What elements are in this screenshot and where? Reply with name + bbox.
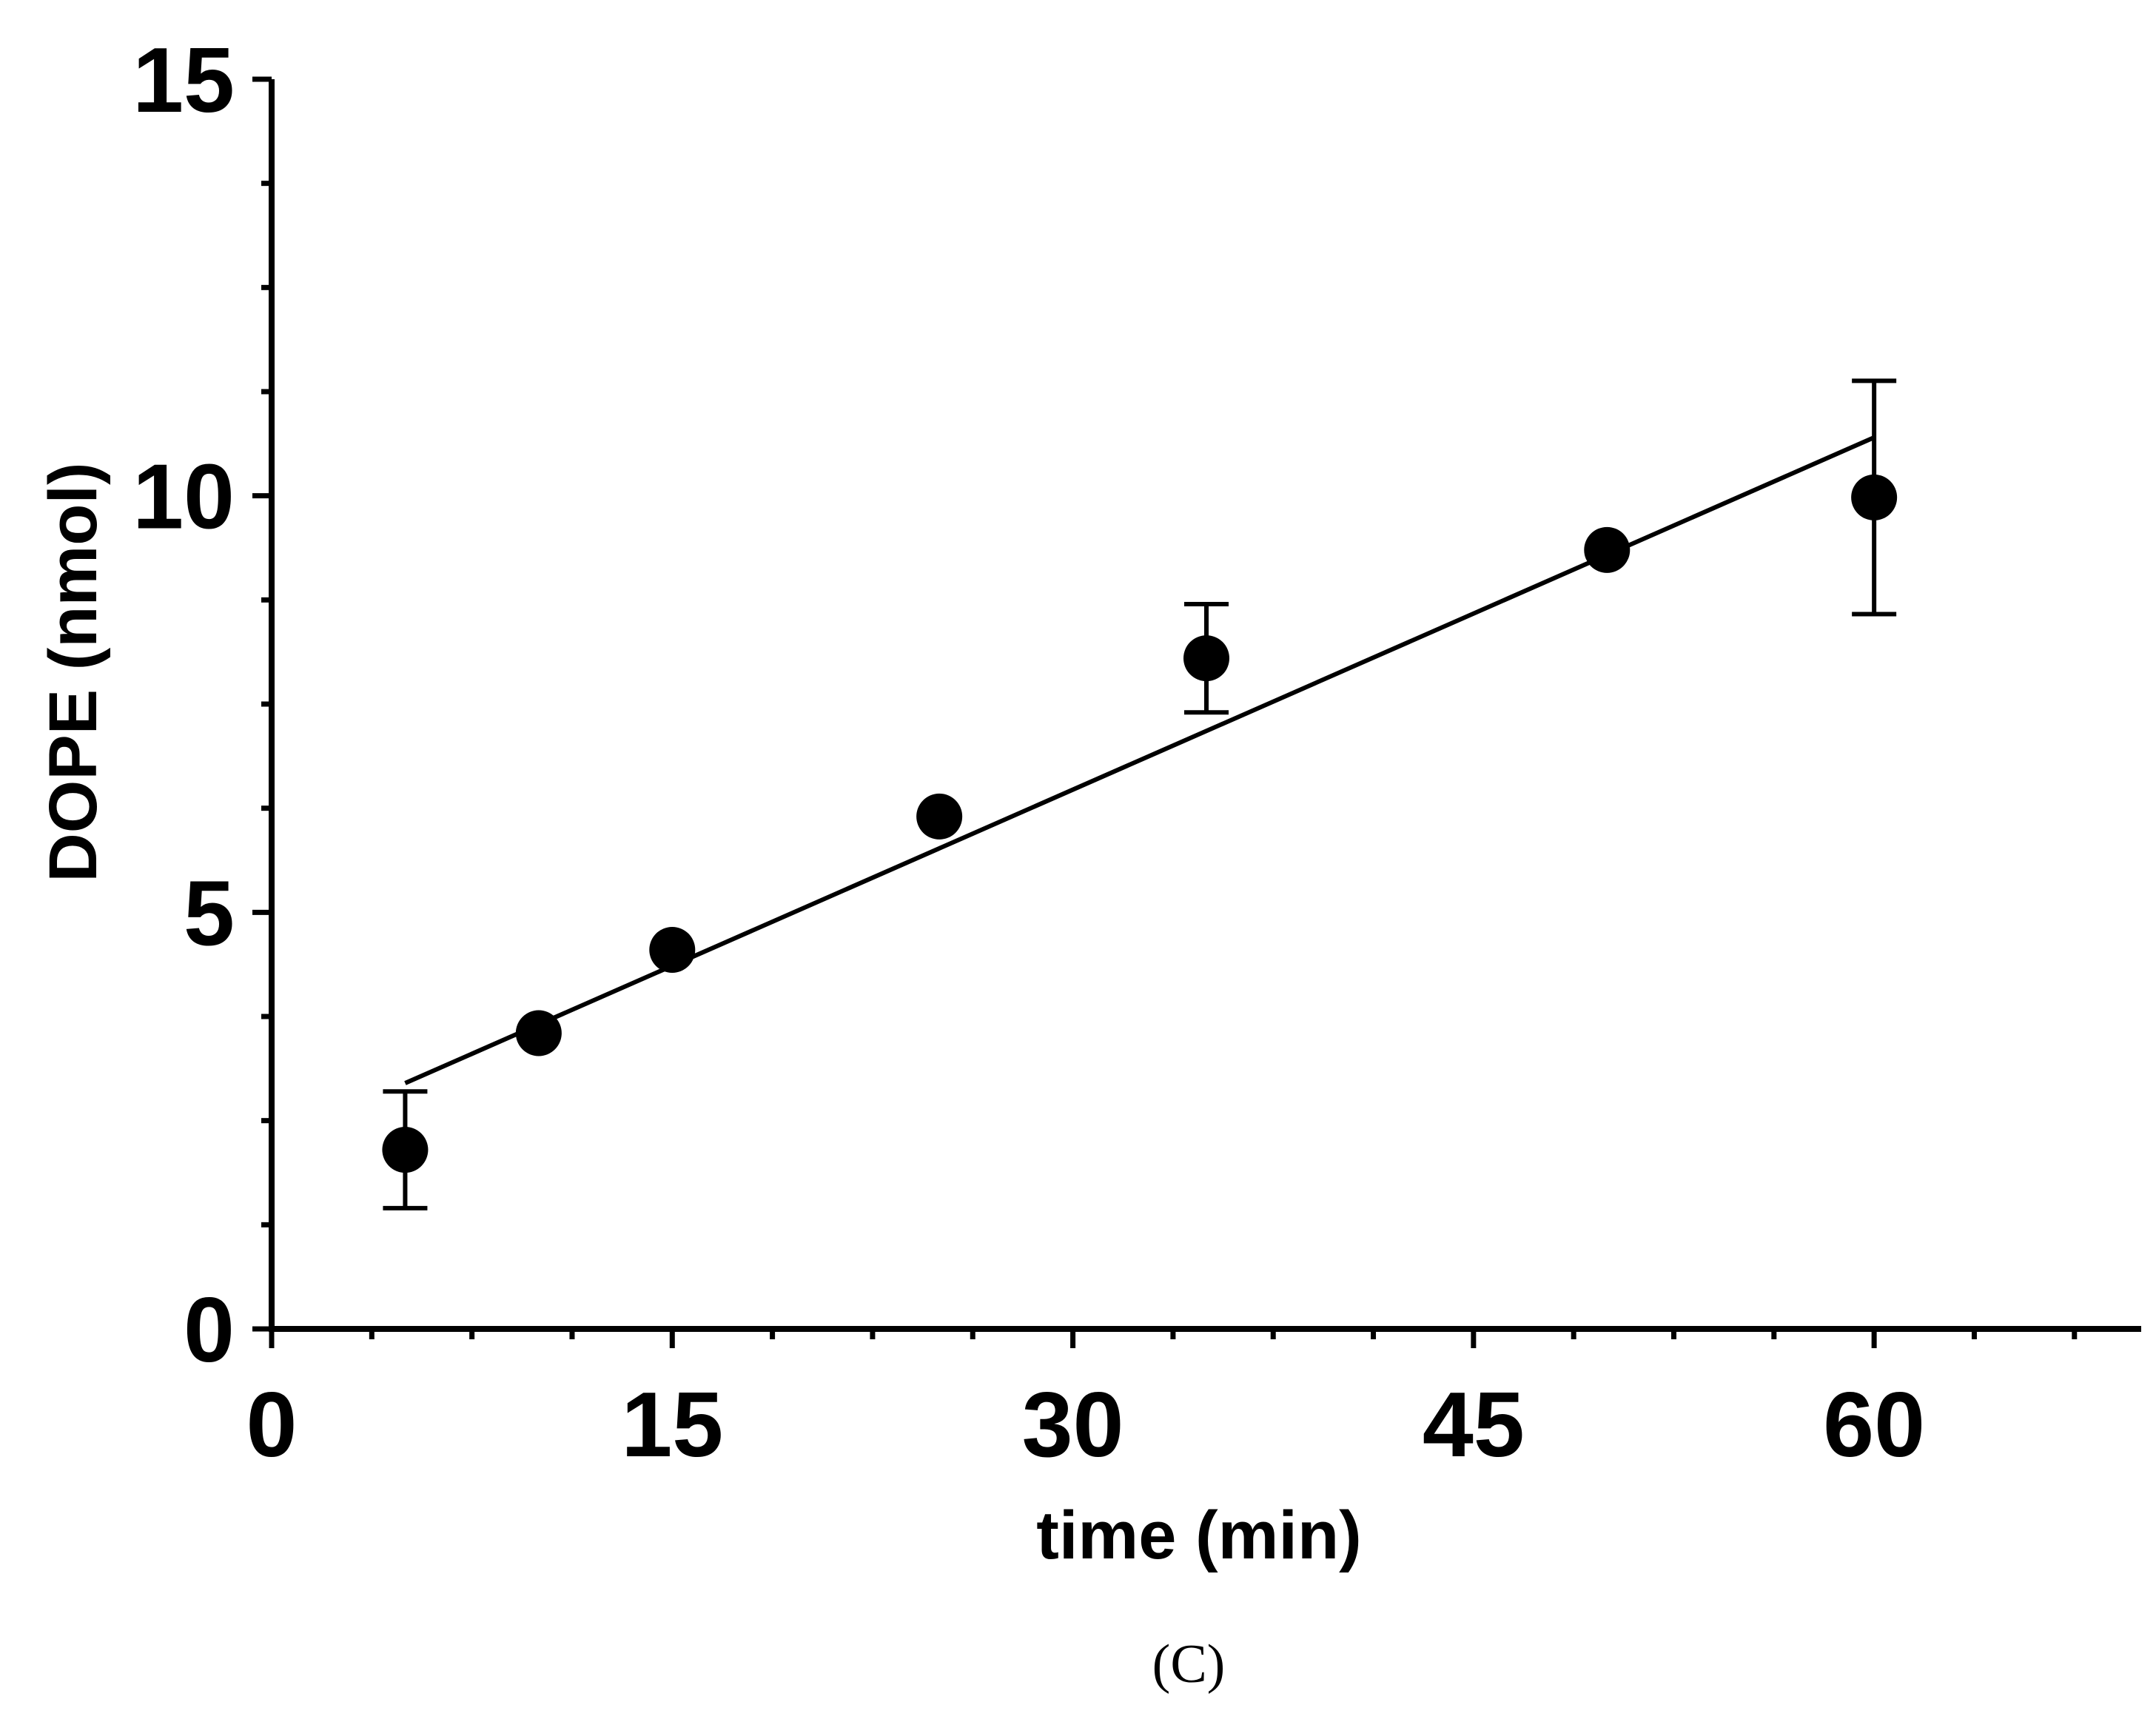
data-point xyxy=(916,793,963,840)
x-tick-label: 30 xyxy=(1022,1374,1124,1476)
data-point xyxy=(1584,526,1631,573)
y-tick-label: 0 xyxy=(184,1279,235,1381)
data-point xyxy=(1183,635,1229,682)
x-tick-label: 45 xyxy=(1423,1374,1525,1476)
x-tick-label: 15 xyxy=(621,1374,723,1476)
fit-line xyxy=(404,435,1875,1085)
data-point xyxy=(1851,474,1898,520)
data-point xyxy=(382,1127,429,1173)
axis-ticks xyxy=(252,76,2078,1348)
y-tick-label: 5 xyxy=(184,862,235,965)
x-axis-title: time (min) xyxy=(1036,1498,1362,1573)
error-bars xyxy=(383,378,1897,1210)
y-tick-label: 10 xyxy=(132,446,235,549)
data-point xyxy=(515,1010,562,1056)
x-tick-label: 0 xyxy=(246,1374,298,1476)
fit-line-group xyxy=(404,435,1875,1085)
data-point xyxy=(649,926,696,973)
data-points xyxy=(382,474,1898,1173)
y-tick-label: 15 xyxy=(132,30,235,132)
x-tick-label: 60 xyxy=(1823,1374,1925,1476)
y-axis-title: DOPE (nmol) xyxy=(36,462,111,882)
panel-label: (C) xyxy=(1152,1634,1226,1695)
tick-labels: 0 5 10 15 0 15 30 45 60 xyxy=(132,30,1925,1476)
